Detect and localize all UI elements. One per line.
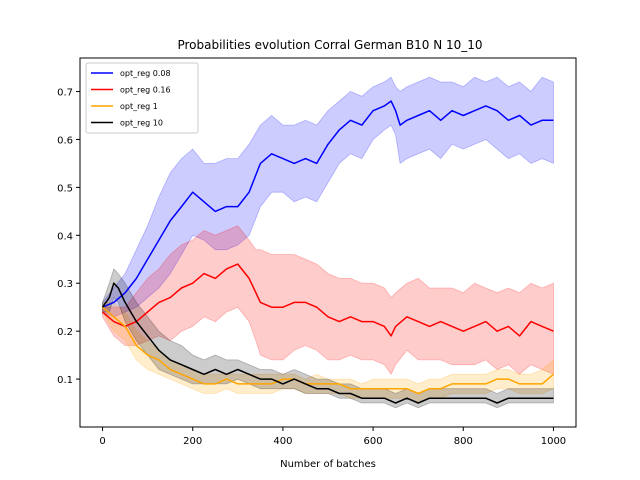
y-tick-label: 0.4 bbox=[57, 231, 73, 242]
plot-frame bbox=[79, 57, 577, 428]
plot-area bbox=[79, 57, 577, 428]
line-opt-reg-1 bbox=[102, 306, 554, 395]
legend-label-opt-reg-0-16: opt_reg 0.16 bbox=[120, 86, 171, 95]
line-opt-reg-0-08 bbox=[102, 100, 554, 308]
x-axis: 0 200 400 600 800 1000 bbox=[99, 427, 566, 447]
legend-label-opt-reg-1: opt_reg 1 bbox=[120, 102, 158, 111]
x-axis-label: Number of batches bbox=[280, 459, 376, 470]
y-axis: 0.1 0.2 0.3 0.4 0.5 0.6 0.7 bbox=[57, 88, 80, 386]
band-opt-reg-1 bbox=[102, 301, 554, 404]
band-opt-reg-0-08 bbox=[102, 76, 554, 318]
legend: opt_reg 0.08 opt_reg 0.16 opt_reg 1 opt_reg… bbox=[85, 62, 199, 134]
legend-label-opt-reg-0-08: opt_reg 0.08 bbox=[120, 69, 171, 78]
confidence-bands bbox=[102, 76, 554, 409]
x-tick-label: 1000 bbox=[541, 436, 566, 447]
line-opt-reg-10 bbox=[101, 282, 554, 404]
x-tick-label: 600 bbox=[364, 436, 383, 447]
y-tick-label: 0.6 bbox=[57, 135, 73, 146]
band-opt-reg-10 bbox=[102, 268, 554, 409]
legend-label-opt-reg-10: opt_reg 10 bbox=[120, 119, 163, 128]
y-tick-label: 0.5 bbox=[57, 183, 73, 194]
x-tick-label: 200 bbox=[183, 436, 202, 447]
x-tick-label: 800 bbox=[454, 436, 473, 447]
y-tick-label: 0.7 bbox=[57, 88, 73, 99]
series-lines bbox=[101, 100, 554, 404]
x-tick-label: 400 bbox=[273, 436, 292, 447]
y-tick-label: 0.2 bbox=[57, 327, 73, 338]
y-tick-label: 0.1 bbox=[57, 375, 73, 386]
line-opt-reg-0-16 bbox=[102, 263, 554, 337]
x-tick-label: 0 bbox=[99, 436, 105, 447]
y-tick-label: 0.3 bbox=[57, 279, 73, 290]
chart-title: Probabilities evolution Corral German B1… bbox=[177, 38, 482, 52]
legend-frame bbox=[85, 62, 199, 134]
